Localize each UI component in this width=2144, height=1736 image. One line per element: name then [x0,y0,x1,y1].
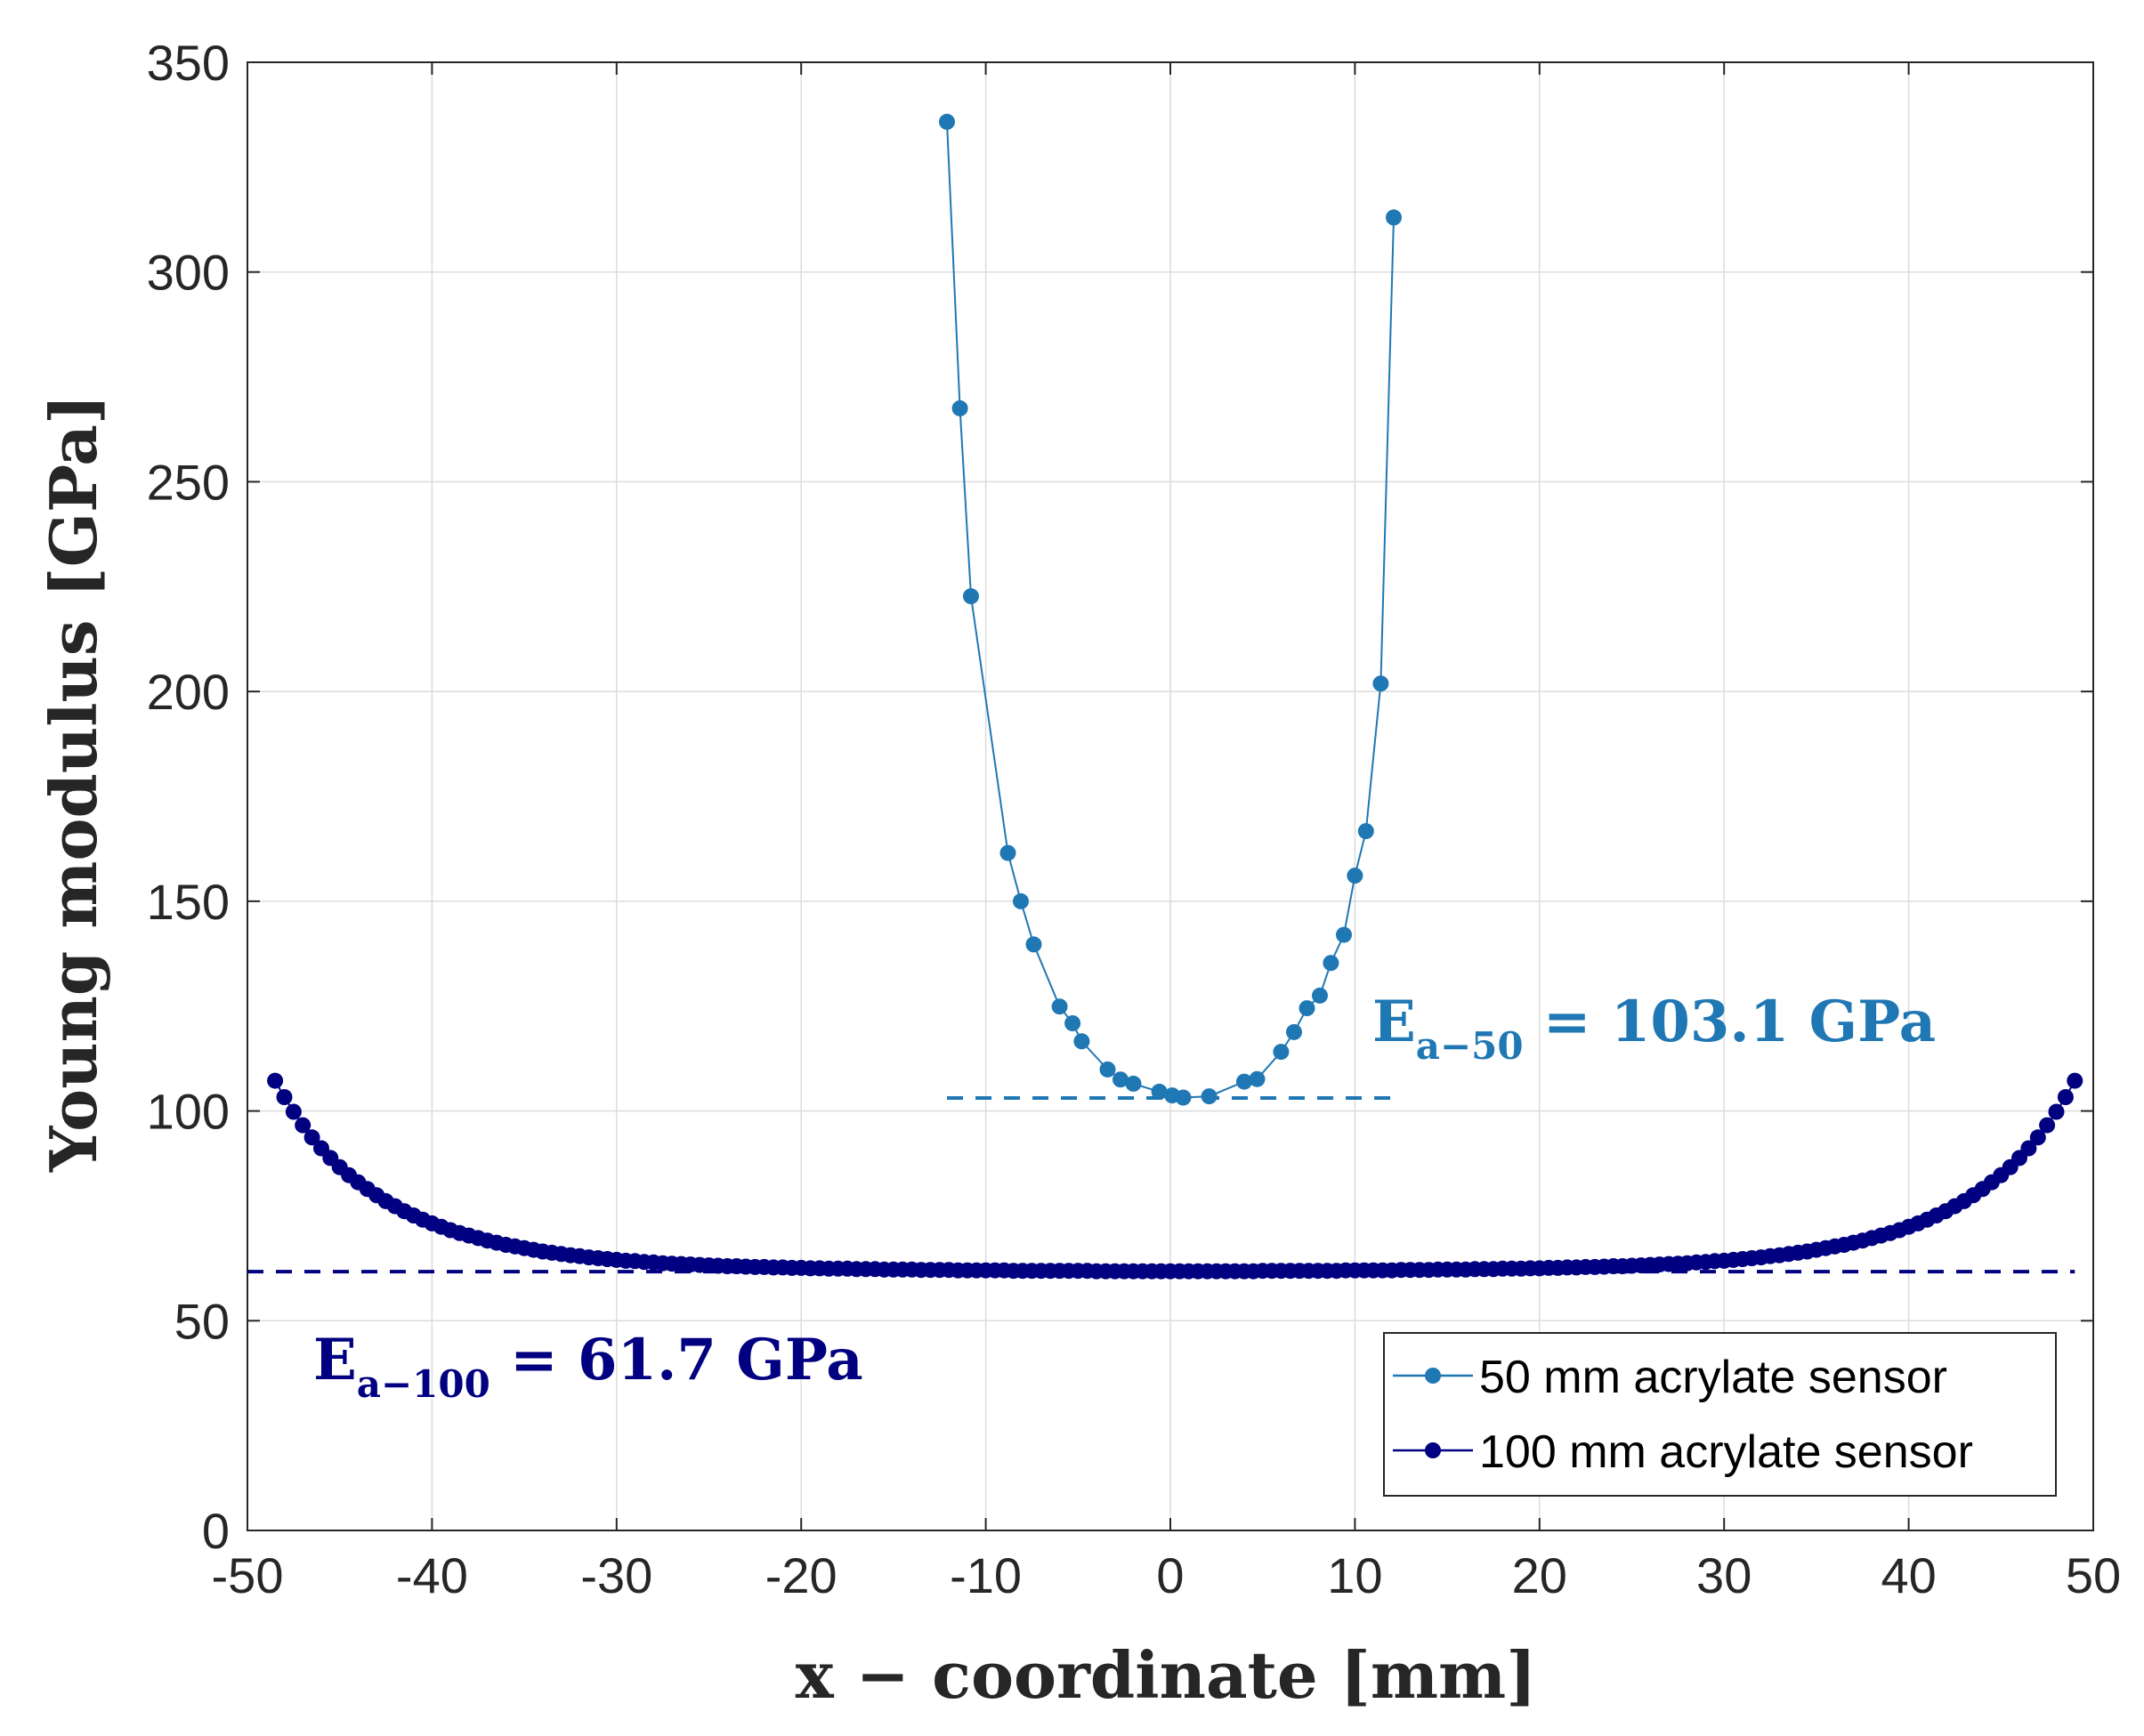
y-tick-label-3: 150 [147,874,230,930]
series-0-point-18 [1273,1044,1290,1061]
y-tick-label-4: 200 [147,664,230,720]
legend-marker-100mm [1425,1442,1441,1458]
legend-marker-50mm [1425,1368,1441,1384]
x-tick-label-0: -50 [212,1547,284,1603]
series-0-point-20 [1299,1000,1315,1017]
series-0-point-22 [1323,955,1339,972]
series-0-point-26 [1372,675,1389,692]
series-0-point-4 [1013,892,1029,909]
x-tick-label-7: 20 [1512,1547,1567,1603]
series-1-point-194 [2057,1089,2074,1105]
series-1-point-4 [303,1129,320,1146]
series-0-point-15 [1201,1088,1218,1105]
series-0-point-9 [1099,1061,1116,1078]
x-tick-label-2: -30 [580,1547,652,1603]
series-0-point-7 [1064,1015,1081,1031]
series-0-point-19 [1286,1023,1302,1040]
y-tick-label-1: 50 [174,1293,230,1349]
series-0-point-17 [1249,1070,1266,1087]
series-0-point-24 [1347,868,1363,884]
x-tick-label-3: -20 [765,1547,837,1603]
series-0-point-1 [951,400,968,416]
series-0-point-23 [1336,926,1352,943]
series-0-point-16 [1236,1073,1252,1090]
series-0-point-12 [1151,1083,1168,1100]
annotation-a50-base: E [1372,989,1416,1055]
annotation-a50: Ea−50 = 103.1 GPa [1372,989,1936,1068]
legend-label-50mm: 50 mm acrylate sensor [1479,1352,1947,1403]
x-tick-label-10: 50 [2066,1547,2121,1603]
y-tick-label-5: 250 [147,454,230,510]
series-0-point-27 [1386,209,1402,226]
series-1-point-192 [2039,1117,2056,1134]
x-tick-label-5: 0 [1156,1547,1184,1603]
x-axis-title: x − coordinate [mm] [796,1637,1537,1713]
y-tick-label-0: 0 [202,1503,230,1559]
series-1-point-0 [267,1072,284,1089]
annotation-a100-sub: a−100 [357,1362,490,1406]
annotation-a100: Ea−100 = 61.7 GPa [313,1327,863,1406]
legend-box [1383,1332,2057,1497]
x-tick-label-1: -40 [396,1547,468,1603]
series-1-point-190 [2020,1140,2037,1157]
series-0-point-14 [1175,1089,1192,1106]
series-0-point-5 [1025,936,1042,953]
series-0-point-8 [1073,1033,1090,1050]
y-tick-label-7: 350 [147,35,230,91]
y-axis-title: Young modulus [GPa] [36,394,111,1173]
annotation-a100-value: = 61.7 GPa [490,1327,863,1393]
series-1-point-2 [285,1103,302,1120]
series-1-point-1 [276,1089,293,1105]
annotation-a50-sub: a−50 [1416,1024,1524,1068]
legend: 50 mm acrylate sensor 100 mm acrylate se… [1383,1332,2057,1497]
x-tick-label-4: -10 [950,1547,1022,1603]
series-1-point-191 [2029,1129,2046,1146]
series-0-point-2 [963,588,979,605]
series-1-point-193 [2048,1103,2065,1120]
x-tick-label-9: 40 [1881,1547,1936,1603]
y-tick-label-2: 100 [147,1084,230,1140]
plot-area: -50 -40 -30 -20 -10 0 10 20 30 40 50 0 50 100 150 200 25… [147,35,2122,1603]
series-0-point-6 [1051,998,1068,1015]
series-0-point-3 [999,844,1016,861]
series-1-point-195 [2067,1072,2083,1089]
legend-label-100mm: 100 mm acrylate sensor [1479,1426,1973,1478]
x-tick-label-8: 30 [1696,1547,1752,1603]
annotation-a50-value: = 103.1 GPa [1524,989,1936,1055]
series-0-point-25 [1357,823,1374,840]
series-1-point-3 [295,1117,311,1134]
y-tick-label-6: 300 [147,245,230,301]
series-0-point-10 [1112,1071,1129,1088]
series-0-point-11 [1125,1075,1142,1092]
x-tick-label-6: 10 [1327,1547,1382,1603]
series-0-point-21 [1312,987,1328,1004]
annotation-a100-base: E [313,1327,357,1393]
series-0-point-0 [939,113,955,130]
